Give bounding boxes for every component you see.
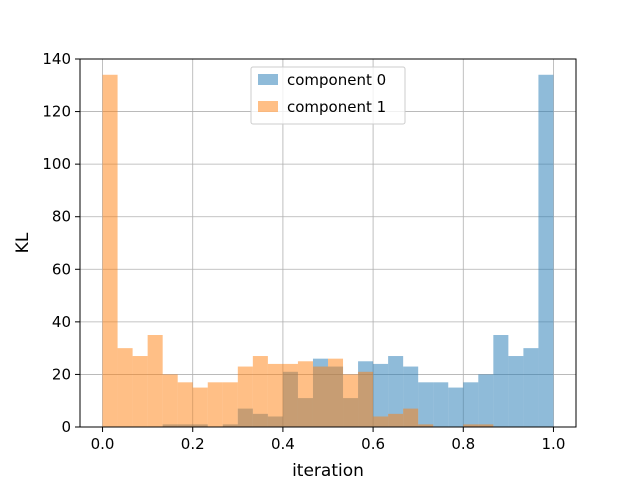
y-tick-label: 0 [61,418,71,436]
y-tick-label: 60 [52,260,71,278]
histogram-bar [448,387,464,427]
legend-swatch-component-1 [258,101,278,112]
histogram-bar [312,366,328,427]
histogram-bar [463,424,479,427]
histogram-bar [132,356,148,427]
histogram-bar [418,382,434,427]
x-tick-label: 0.0 [91,435,115,453]
histogram-bar [433,382,449,427]
histogram-bar [237,366,253,427]
histogram-bar [102,74,118,428]
histogram-bar [373,363,389,427]
histogram-bars [102,74,554,428]
y-tick-label: 80 [52,208,71,226]
x-axis-label: iteration [292,461,364,480]
histogram-bar [222,382,238,427]
y-axis-label: KL [13,232,33,253]
y-tick-label: 140 [42,50,71,68]
x-tick-label: 0.2 [181,435,205,453]
histogram-bar [282,363,298,427]
legend-label-component-0: component 0 [287,71,386,89]
y-axis-ticks: 0 20 40 60 80 100 120 140 [42,50,80,436]
legend-swatch-component-0 [258,74,278,85]
histogram-bar [388,356,404,427]
legend-box [250,66,406,125]
histogram-bar [358,371,374,427]
x-tick-label: 0.6 [361,435,385,453]
histogram-bar [418,424,434,427]
histogram-bar [297,361,313,427]
legend: component 0 component 1 [250,66,406,125]
histogram-bar [252,356,268,427]
histogram-bar [493,335,509,427]
series-1-bars [102,74,494,428]
histogram-bar [388,413,404,427]
histogram-bar [478,424,494,427]
histogram-bar [162,374,178,427]
y-tick-label: 40 [52,313,71,331]
histogram-bar [177,382,193,427]
histogram-bar [207,382,223,427]
histogram-bar [478,374,494,427]
histogram-bar [463,382,479,427]
x-tick-label: 1.0 [542,435,566,453]
histogram-bar [508,356,524,427]
histogram-bar [403,408,419,427]
histogram-bar [147,335,163,427]
histogram-bar [373,416,389,427]
x-axis-ticks: 0.0 0.2 0.4 0.6 0.8 1.0 [91,427,566,453]
histogram-bar [117,348,133,427]
y-tick-label: 20 [52,365,71,383]
x-tick-label: 0.4 [271,435,295,453]
legend-label-component-1: component 1 [287,98,386,116]
y-tick-label: 120 [42,103,71,121]
histogram-bar [523,348,539,427]
histogram-bar [267,363,283,427]
plot-frame [79,58,577,428]
histogram-bar [538,74,554,428]
histogram-bar [192,387,208,427]
histogram-bar [343,374,359,427]
histogram-bar [328,358,344,427]
x-tick-label: 0.8 [451,435,475,453]
y-tick-label: 100 [42,155,71,173]
